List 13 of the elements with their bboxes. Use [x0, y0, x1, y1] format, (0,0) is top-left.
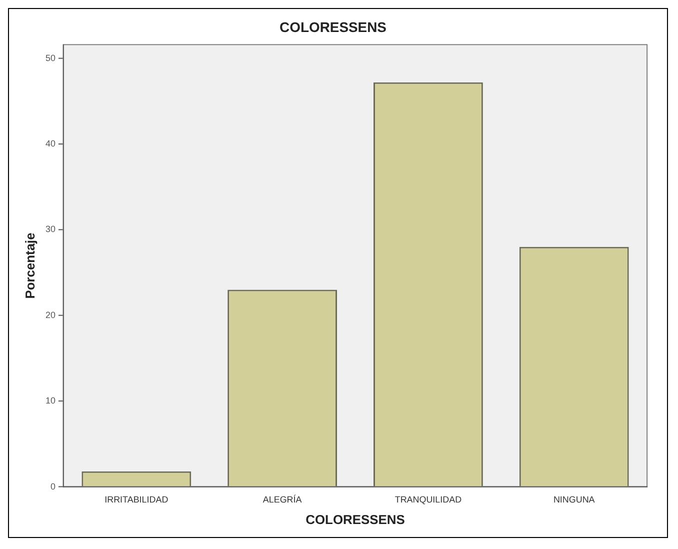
y-tick-label: 10 — [45, 396, 56, 406]
y-tick-label: 20 — [45, 310, 56, 320]
x-tick-label: IRRITABILIDAD — [104, 494, 169, 505]
chart-title: COLORESSENS — [280, 19, 386, 36]
y-tick-label: 50 — [45, 52, 56, 63]
x-tick-label: TRANQUILIDAD — [394, 494, 462, 505]
x-tick-label: NINGUNA — [553, 494, 595, 505]
y-tick-label: 30 — [45, 224, 56, 234]
x-axis-title: COLORESSENS — [306, 512, 406, 527]
x-tick-label: ALEGRÍA — [262, 494, 302, 505]
y-tick-label: 40 — [45, 138, 56, 149]
y-tick-label: 0 — [50, 481, 56, 492]
y-axis-title: Porcentaje — [22, 232, 38, 299]
